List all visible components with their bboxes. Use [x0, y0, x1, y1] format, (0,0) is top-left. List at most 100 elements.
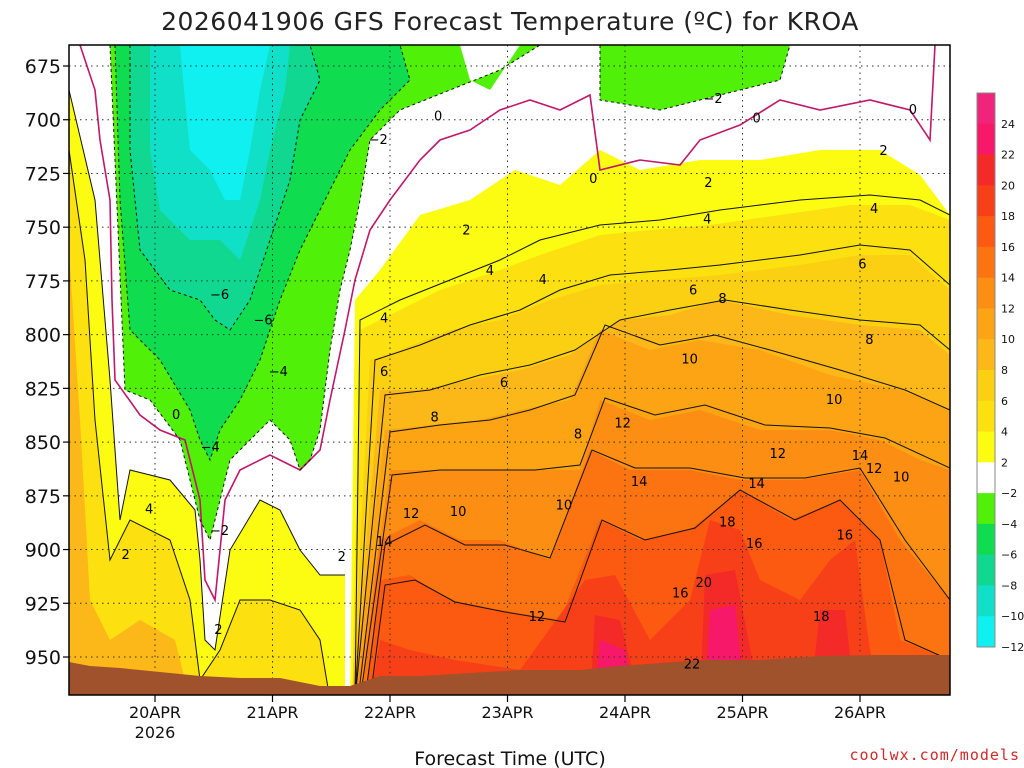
y-tick-label: 725	[25, 163, 61, 185]
contour-label: −6	[210, 288, 229, 303]
contour-label: 8	[574, 427, 582, 442]
contour-label: −2	[369, 133, 388, 148]
colorbar-swatch	[977, 400, 995, 433]
contour-label: 12	[769, 447, 786, 462]
chart-title: 2026041906 GFS Forecast Temperature (ºC)…	[161, 7, 859, 36]
colorbar-label: −8	[1001, 579, 1017, 592]
contour-label: 6	[380, 365, 388, 380]
x-tick-label: 22APR	[364, 703, 416, 722]
y-tick-label: 775	[25, 271, 61, 293]
colorbar-label: 24	[1001, 118, 1015, 131]
credit-text: coolwx.com/models	[849, 746, 1020, 764]
contour-label: 4	[486, 264, 494, 279]
contour-label: 12	[866, 462, 883, 477]
contour-label: 12	[614, 417, 631, 432]
contour-label: 0	[589, 172, 597, 187]
contour-label: 18	[813, 610, 830, 625]
contour-label: −4	[201, 440, 220, 455]
y-tick-label: 675	[25, 56, 61, 78]
colorbar-label: 4	[1001, 426, 1008, 439]
colorbar-label: 16	[1001, 241, 1015, 254]
colorbar-label: 8	[1001, 364, 1008, 377]
y-tick-label: 750	[25, 217, 61, 239]
contour-label: 10	[681, 352, 698, 367]
contour-label: 6	[500, 376, 508, 391]
y-tick-label: 825	[25, 378, 61, 400]
colorbar-label: −4	[1001, 518, 1017, 531]
x-tick-label: 24APR	[599, 703, 651, 722]
contour-label: 22	[684, 657, 701, 672]
colorbar-swatch	[977, 308, 995, 340]
colorbar-swatch	[977, 339, 995, 371]
colorbar-label: 10	[1001, 333, 1015, 346]
contour-label: 20	[695, 576, 712, 591]
colorbar-swatch	[977, 585, 995, 617]
plot-frame	[68, 44, 951, 696]
contour-label: 16	[746, 537, 763, 552]
colorbar-swatch	[977, 523, 995, 556]
contour-label: 10	[826, 393, 843, 408]
band-cold-10c	[180, 45, 270, 200]
contour-label: −2	[210, 524, 229, 539]
colorbar-swatch	[977, 246, 995, 279]
colorbar-label: 12	[1001, 302, 1015, 315]
x-tick-label: 26APR	[834, 703, 886, 722]
colorbar-swatch	[977, 462, 995, 494]
colorbar-label: 2	[1001, 456, 1008, 469]
contour-label: 2	[704, 176, 712, 191]
contour-label: 6	[858, 258, 866, 273]
colorbar-label: 22	[1001, 149, 1015, 162]
contour-label: 10	[556, 498, 573, 513]
contour-label: 4	[380, 311, 388, 326]
y-tick-label: 875	[25, 486, 61, 508]
colorbar-swatch	[977, 493, 995, 525]
contour-label: 2	[462, 223, 470, 238]
x-tick-label: 21APR	[246, 703, 298, 722]
contour-label: 14	[376, 535, 393, 550]
contour-label: 8	[431, 410, 439, 425]
y-tick-label: 850	[25, 432, 61, 454]
contour-label: 4	[703, 213, 711, 228]
x-axis-label: Forecast Time (UTC)	[414, 748, 605, 768]
contour-label: 0	[752, 112, 760, 127]
colorbar-swatch	[977, 93, 995, 125]
y-tick-label: 900	[25, 540, 61, 562]
terrain	[69, 655, 950, 695]
contour-label: −2	[704, 92, 723, 107]
colorbar-swatch	[977, 431, 995, 463]
contour-label: −4	[269, 365, 288, 380]
colorbar-swatch	[977, 554, 995, 586]
contour-label: 2	[214, 623, 222, 638]
colorbar-label: 14	[1001, 272, 1015, 285]
colorbar-label: 6	[1001, 395, 1008, 408]
contour-label: 2	[879, 144, 887, 159]
contour-label: 10	[893, 470, 910, 485]
contour-label: 0	[909, 103, 917, 118]
y-tick-label: 950	[25, 647, 61, 669]
grid	[69, 45, 950, 695]
colorbar-swatch	[977, 370, 995, 402]
contour-label: 4	[145, 503, 153, 518]
colorbar-label: 20	[1001, 179, 1015, 192]
contour-label: 14	[631, 475, 648, 490]
colorbar-label: −12	[1001, 641, 1024, 654]
contour-label: 16	[836, 529, 853, 544]
y-axis: 675 700 725 750 775 800 825 850 875 900 925 950	[25, 56, 69, 669]
y-tick-label: 925	[25, 593, 61, 615]
colorbar-swatch	[977, 616, 995, 648]
x-tick-sublabel: 2026	[135, 723, 176, 742]
contour-label: 12	[403, 507, 420, 522]
band-left-4c	[69, 150, 330, 695]
colorbar-label: −6	[1001, 549, 1017, 562]
contour-label: 0	[434, 109, 442, 124]
colorbar-frame	[976, 92, 996, 648]
colorbar: 24 22 20 18 16 14 12 10 8 6 4 2 −2 −4 −6 −8 −10 −12	[976, 92, 1024, 654]
x-tick-label: 20APR	[129, 703, 181, 722]
colorbar-swatch	[977, 216, 995, 248]
contour-label: 12	[529, 610, 546, 625]
colorbar-label: 18	[1001, 210, 1015, 223]
colorbar-swatch	[977, 123, 995, 156]
